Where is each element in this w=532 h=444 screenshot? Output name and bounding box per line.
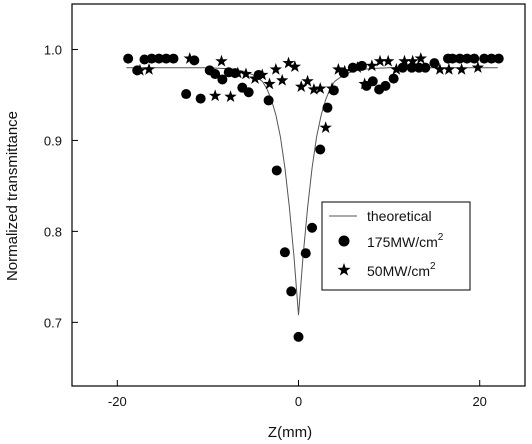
data-point-175 [271,165,282,176]
data-point-175 [139,54,150,65]
data-point-175 [146,53,157,64]
data-point-50 [133,63,147,76]
data-point-50 [301,74,314,87]
data-point-50 [239,67,253,80]
data-point-50 [414,52,427,64]
x-tick-label: -20 [108,394,127,409]
data-point-175 [243,87,254,98]
data-point-50 [365,59,379,72]
data-point-50 [332,62,345,75]
data-point-175 [367,76,378,87]
data-point-175 [462,53,473,64]
data-point-50 [338,64,351,77]
data-point-175 [469,53,480,64]
data-point-50 [142,62,156,75]
data-point-175 [406,62,417,73]
data-point-50 [208,89,222,102]
data-point-175 [315,144,326,155]
y-tick-label: 0.9 [44,133,62,148]
data-point-50 [314,82,327,94]
data-point-50 [398,54,411,67]
x-axis-label: Z(mm) [268,424,312,441]
data-point-50 [471,61,485,73]
data-point-50 [319,121,332,133]
data-point-175 [263,95,274,106]
data-point-175 [161,53,172,64]
legend: theoretical 175MW/cm2 50MW/cm2 [321,201,471,291]
data-point-175 [493,53,504,64]
data-point-175 [181,89,192,100]
axes: -20 0 20 0.7 0.8 0.9 1.0 [44,42,487,409]
data-point-50 [282,56,295,69]
data-point-175 [380,80,391,91]
data-point-175 [388,73,399,84]
data-point-50 [215,54,228,67]
data-point-50 [288,60,302,73]
data-point-50 [224,90,237,103]
data-point-50 [263,77,276,90]
data-point-50 [358,77,371,90]
plot-area [123,52,504,342]
y-tick-label: 0.7 [44,315,62,330]
data-point-50 [183,52,196,64]
data-point-50 [269,62,283,75]
data-point-175 [322,102,333,113]
legend-box [321,201,471,291]
data-point-175 [195,93,206,104]
data-point-50 [248,72,262,84]
data-point-175 [168,53,179,64]
legend-label-175-superscript: 2 [438,232,444,243]
data-point-50 [433,62,447,75]
data-point-175 [479,53,490,64]
data-point-175 [486,53,497,64]
data-point-175 [123,53,134,64]
data-point-175 [153,53,164,64]
series-line-theoretical [126,67,498,316]
data-point-175 [397,62,408,73]
legend-label-50-superscript: 2 [430,261,436,272]
data-point-50 [231,66,244,79]
legend-star-symbol [337,263,351,276]
data-point-50 [442,62,456,75]
data-point-50 [382,54,395,67]
legend-circle-symbol [338,235,350,247]
data-point-175 [217,74,228,85]
data-point-175 [420,62,431,73]
data-point-50 [351,61,364,73]
data-point-50 [307,83,321,95]
legend-label-50-text: 50MW/cm [367,263,430,279]
data-point-175 [307,222,318,233]
data-point-50 [295,80,308,93]
data-point-175 [454,53,465,64]
data-point-175 [286,286,297,297]
data-point-175 [210,69,221,80]
y-axis-label: Normalized transmittance [4,111,21,281]
data-point-50 [406,54,419,67]
legend-label-theoretical: theoretical [367,208,432,224]
data-point-175 [429,58,440,69]
legend-label-175: 175MW/cm2 [367,232,444,250]
data-point-50 [373,54,387,67]
x-tick-label: 0 [295,394,302,409]
data-point-175 [447,53,458,64]
legend-label-175-text: 175MW/cm [367,234,438,250]
data-point-175 [300,248,311,259]
data-point-50 [256,68,269,81]
data-point-50 [455,62,468,75]
data-point-50 [325,82,339,94]
legend-label-50: 50MW/cm2 [367,261,436,279]
data-point-50 [390,62,403,75]
y-tick-label: 0.8 [44,224,62,239]
y-tick-label: 1.0 [44,42,62,57]
x-tick-label: 20 [472,394,486,409]
data-point-175 [293,331,304,342]
data-point-175 [279,247,290,258]
data-point-50 [276,73,289,86]
